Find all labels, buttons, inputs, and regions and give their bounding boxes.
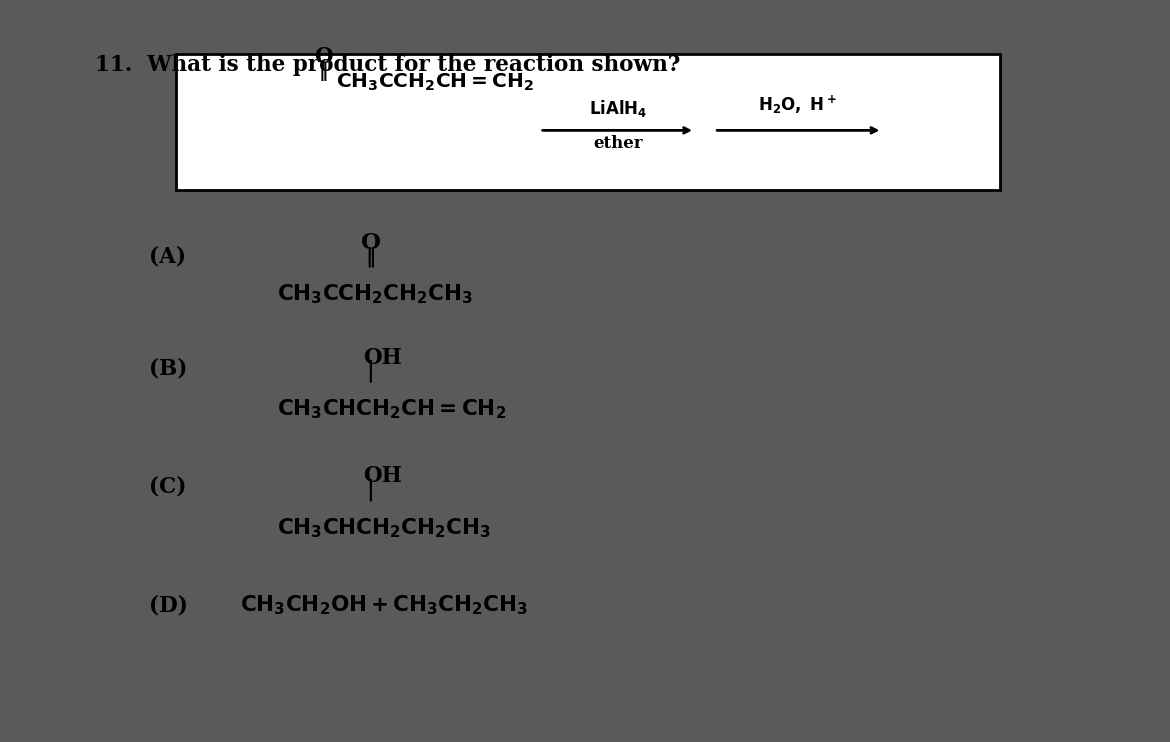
Text: OH: OH	[363, 347, 402, 369]
Text: ‖: ‖	[318, 62, 329, 81]
Text: OH: OH	[363, 465, 402, 487]
Bar	[176, 53, 1000, 190]
Text: (D): (D)	[149, 594, 188, 617]
Text: (C): (C)	[149, 476, 186, 498]
Text: |: |	[366, 479, 374, 501]
Text: $\mathbf{CH_3CHCH_2CH_2CH_3}$: $\mathbf{CH_3CHCH_2CH_2CH_3}$	[277, 516, 491, 539]
Text: $\mathbf{CH_3CCH_2CH_2CH_3}$: $\mathbf{CH_3CCH_2CH_2CH_3}$	[277, 283, 474, 306]
Text: $\mathbf{CH_3CCH_2CH{=}CH_2}$: $\mathbf{CH_3CCH_2CH{=}CH_2}$	[336, 72, 535, 93]
Text: O: O	[315, 45, 332, 68]
Text: |: |	[366, 360, 374, 382]
Text: ether: ether	[593, 135, 642, 152]
Text: (B): (B)	[149, 358, 187, 379]
Text: ‖: ‖	[365, 246, 376, 267]
Text: $\mathbf{LiAlH_4}$: $\mathbf{LiAlH_4}$	[589, 97, 647, 119]
Text: $\mathbf{CH_3CH_2OH + CH_3CH_2CH_3}$: $\mathbf{CH_3CH_2OH + CH_3CH_2CH_3}$	[240, 593, 528, 617]
Text: 11.  What is the product for the reaction shown?: 11. What is the product for the reaction…	[96, 53, 681, 76]
Text: (A): (A)	[149, 246, 186, 268]
Text: $\mathbf{H_2O,\ H^+}$: $\mathbf{H_2O,\ H^+}$	[758, 94, 837, 116]
Text: O: O	[360, 232, 380, 254]
Text: $\mathbf{CH_3CHCH_2CH{=}CH_2}$: $\mathbf{CH_3CHCH_2CH{=}CH_2}$	[277, 398, 507, 421]
